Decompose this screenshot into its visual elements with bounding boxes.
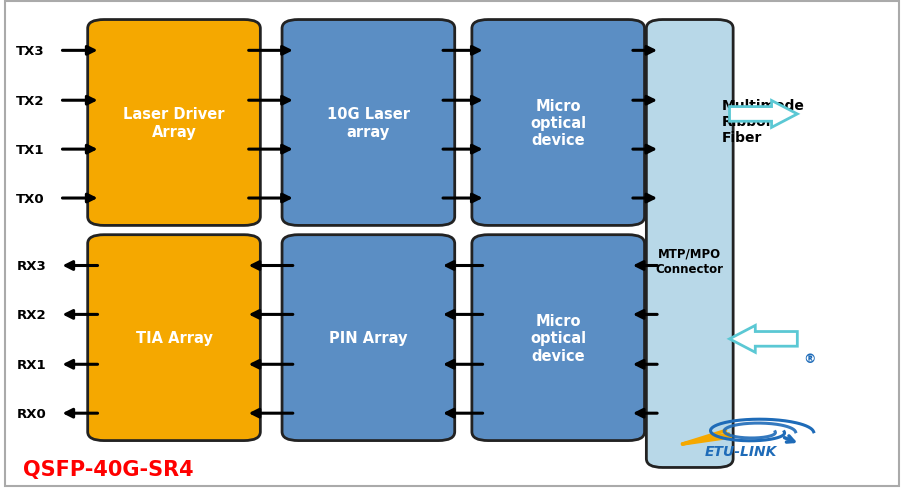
Text: 10G Laser
array: 10G Laser array	[327, 107, 409, 140]
FancyBboxPatch shape	[282, 235, 454, 441]
Text: RX1: RX1	[16, 358, 46, 371]
FancyBboxPatch shape	[282, 20, 454, 226]
Text: RX3: RX3	[16, 260, 46, 272]
Text: Micro
optical
device: Micro optical device	[529, 99, 586, 148]
Text: TX0: TX0	[16, 192, 45, 205]
Text: TIA Array: TIA Array	[135, 330, 212, 346]
Text: QSFP-40G-SR4: QSFP-40G-SR4	[23, 460, 193, 479]
Text: TX2: TX2	[16, 95, 45, 107]
Text: PIN Array: PIN Array	[329, 330, 407, 346]
Text: RX0: RX0	[16, 407, 46, 420]
Text: Laser Driver
Array: Laser Driver Array	[123, 107, 225, 140]
Text: MTP/MPO
Connector: MTP/MPO Connector	[655, 247, 723, 275]
Text: RX2: RX2	[16, 308, 46, 321]
FancyBboxPatch shape	[471, 20, 644, 226]
Text: ETU-LINK: ETU-LINK	[704, 445, 777, 458]
Text: Micro
optical
device: Micro optical device	[529, 313, 586, 363]
Polygon shape	[729, 102, 796, 128]
Text: ®: ®	[802, 352, 815, 365]
Text: TX3: TX3	[16, 45, 45, 58]
Text: Multimode
Ribbon
Fiber: Multimode Ribbon Fiber	[721, 99, 804, 145]
FancyBboxPatch shape	[88, 20, 260, 226]
Polygon shape	[729, 326, 796, 352]
FancyBboxPatch shape	[88, 235, 260, 441]
FancyBboxPatch shape	[646, 20, 732, 468]
Text: TX1: TX1	[16, 143, 45, 156]
FancyBboxPatch shape	[471, 235, 644, 441]
